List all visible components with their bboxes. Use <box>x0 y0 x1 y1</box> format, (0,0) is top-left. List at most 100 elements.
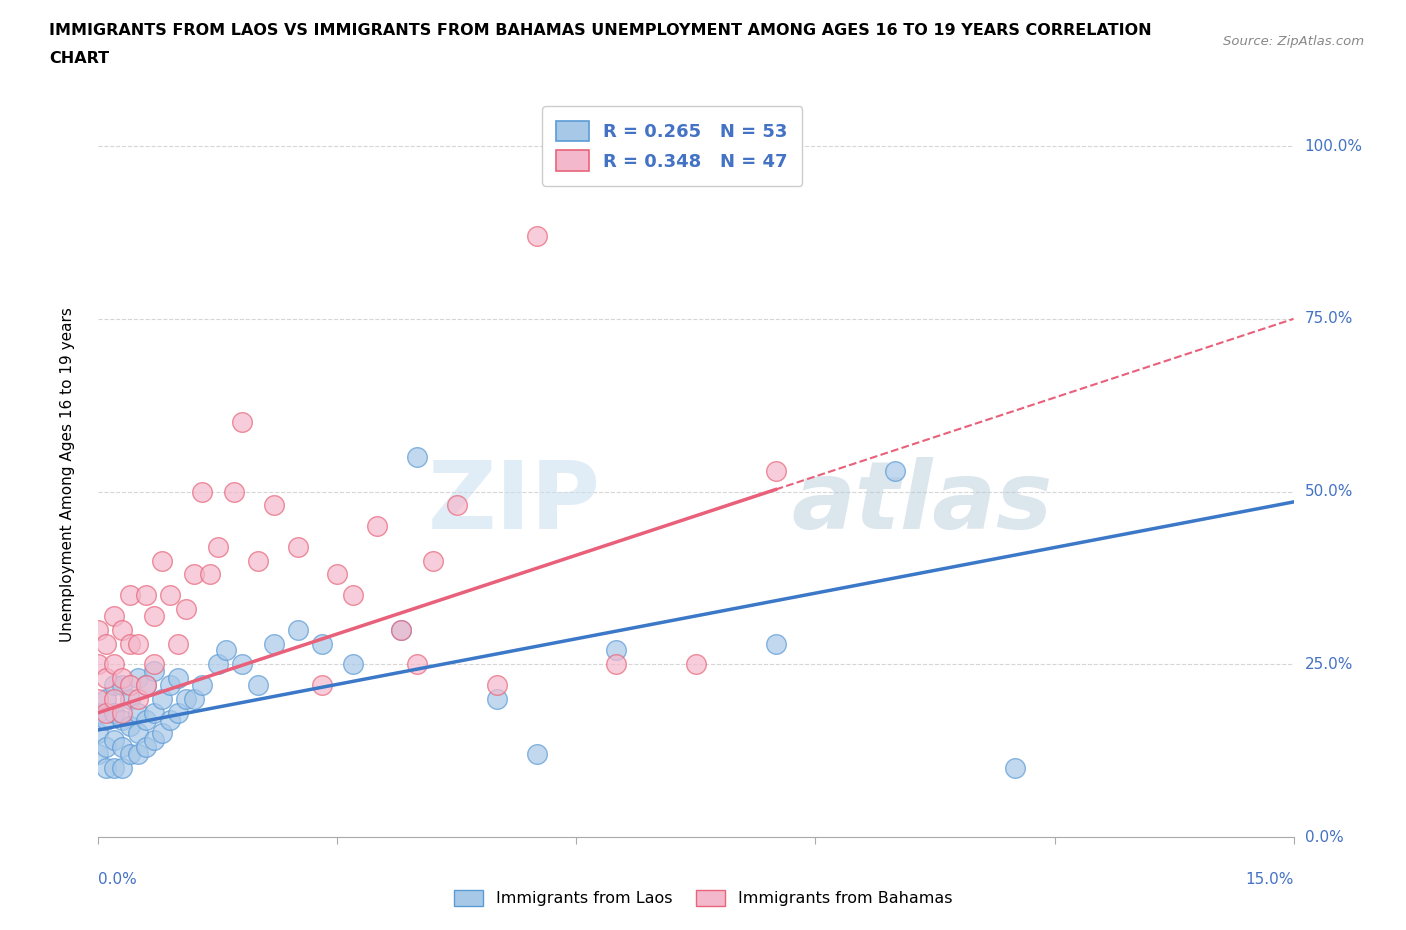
Point <box>143 705 166 720</box>
Text: Source: ZipAtlas.com: Source: ZipAtlas.com <box>1223 35 1364 48</box>
Point <box>207 539 229 554</box>
Point <box>446 498 468 512</box>
Point <box>389 622 412 637</box>
Point <box>135 588 157 603</box>
Point <box>231 415 253 430</box>
Point <box>96 636 118 651</box>
Point <box>96 705 118 720</box>
Point <box>103 608 125 623</box>
Point <box>174 691 197 706</box>
Point <box>1004 761 1026 776</box>
Point <box>884 463 907 478</box>
Point <box>103 761 125 776</box>
Legend: R = 0.265   N = 53, R = 0.348   N = 47: R = 0.265 N = 53, R = 0.348 N = 47 <box>541 106 803 186</box>
Point <box>135 739 157 754</box>
Point <box>167 636 190 651</box>
Point <box>103 657 125 671</box>
Text: 100.0%: 100.0% <box>1305 139 1362 153</box>
Point <box>174 602 197 617</box>
Point <box>342 588 364 603</box>
Point <box>143 733 166 748</box>
Point <box>526 747 548 762</box>
Point <box>605 657 627 671</box>
Point <box>526 229 548 244</box>
Point <box>135 712 157 727</box>
Text: CHART: CHART <box>49 51 110 66</box>
Y-axis label: Unemployment Among Ages 16 to 19 years: Unemployment Among Ages 16 to 19 years <box>60 307 75 642</box>
Point <box>87 622 110 637</box>
Point <box>96 712 118 727</box>
Point <box>127 671 149 685</box>
Point <box>150 553 173 568</box>
Point <box>311 636 333 651</box>
Point <box>87 726 110 741</box>
Point <box>143 608 166 623</box>
Point <box>143 657 166 671</box>
Point <box>111 712 134 727</box>
Point <box>485 678 508 693</box>
Point <box>685 657 707 671</box>
Text: 0.0%: 0.0% <box>1305 830 1343 844</box>
Point <box>231 657 253 671</box>
Point <box>96 739 118 754</box>
Point <box>287 539 309 554</box>
Point <box>135 678 157 693</box>
Point <box>127 691 149 706</box>
Point <box>263 636 285 651</box>
Point <box>183 691 205 706</box>
Point <box>159 712 181 727</box>
Point <box>183 567 205 582</box>
Point <box>159 678 181 693</box>
Point <box>111 705 134 720</box>
Point <box>167 671 190 685</box>
Point <box>127 747 149 762</box>
Point <box>127 705 149 720</box>
Point <box>87 691 110 706</box>
Text: 50.0%: 50.0% <box>1305 485 1353 499</box>
Point <box>120 691 142 706</box>
Text: 25.0%: 25.0% <box>1305 657 1353 671</box>
Point <box>765 636 787 651</box>
Point <box>287 622 309 637</box>
Point <box>167 705 190 720</box>
Point <box>389 622 412 637</box>
Point <box>103 733 125 748</box>
Point <box>422 553 444 568</box>
Point <box>120 719 142 734</box>
Point <box>150 726 173 741</box>
Point <box>127 636 149 651</box>
Point <box>103 678 125 693</box>
Point <box>120 588 142 603</box>
Point <box>120 747 142 762</box>
Legend: Immigrants from Laos, Immigrants from Bahamas: Immigrants from Laos, Immigrants from Ba… <box>447 884 959 912</box>
Point <box>135 678 157 693</box>
Point <box>311 678 333 693</box>
Point <box>366 519 388 534</box>
Point <box>96 691 118 706</box>
Point <box>150 691 173 706</box>
Point <box>96 671 118 685</box>
Point <box>485 691 508 706</box>
Point <box>159 588 181 603</box>
Text: 0.0%: 0.0% <box>98 871 138 886</box>
Point <box>120 636 142 651</box>
Point <box>406 449 429 464</box>
Point <box>120 678 142 693</box>
Text: 15.0%: 15.0% <box>1246 871 1294 886</box>
Point <box>111 739 134 754</box>
Point <box>111 622 134 637</box>
Point <box>207 657 229 671</box>
Point <box>103 691 125 706</box>
Text: IMMIGRANTS FROM LAOS VS IMMIGRANTS FROM BAHAMAS UNEMPLOYMENT AMONG AGES 16 TO 19: IMMIGRANTS FROM LAOS VS IMMIGRANTS FROM … <box>49 23 1152 38</box>
Point <box>605 643 627 658</box>
Point <box>198 567 221 582</box>
Text: 75.0%: 75.0% <box>1305 312 1353 326</box>
Text: ZIP: ZIP <box>427 458 600 550</box>
Point <box>111 678 134 693</box>
Point <box>87 657 110 671</box>
Point <box>342 657 364 671</box>
Text: atlas: atlas <box>792 458 1053 550</box>
Point <box>765 463 787 478</box>
Point <box>191 678 214 693</box>
Point <box>143 664 166 679</box>
